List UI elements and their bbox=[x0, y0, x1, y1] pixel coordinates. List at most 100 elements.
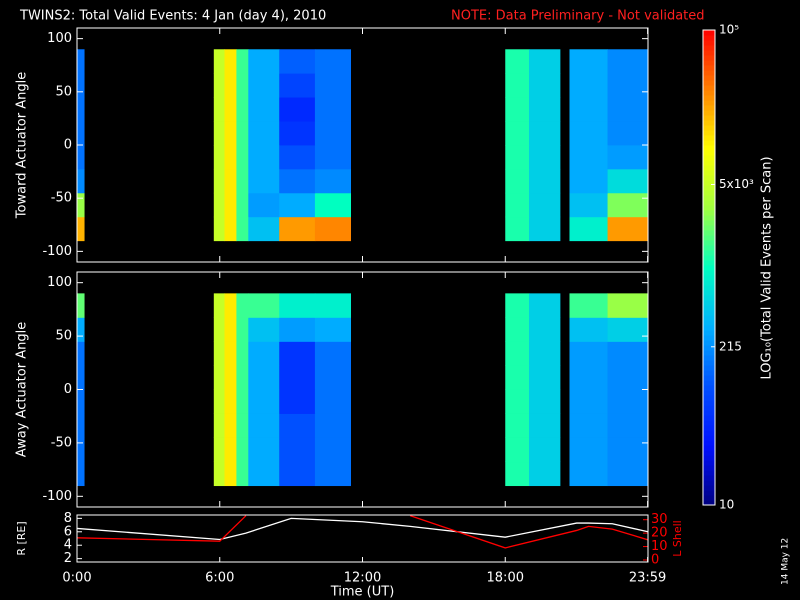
colorbar-step bbox=[703, 370, 715, 376]
colorbar-step bbox=[703, 60, 715, 66]
heatmap-cell bbox=[224, 437, 237, 463]
heatmap-cell bbox=[236, 145, 249, 170]
colorbar-step bbox=[703, 170, 715, 176]
plot-frame bbox=[76, 27, 649, 263]
heatmap-cell bbox=[77, 317, 85, 342]
y-tick-label: 8 bbox=[64, 511, 72, 526]
heatmap-cell bbox=[607, 216, 649, 242]
heatmap-cell bbox=[236, 73, 249, 98]
heatmap-cell bbox=[279, 49, 316, 74]
heatmap-cell bbox=[505, 168, 530, 194]
heatmap-cell bbox=[279, 216, 316, 242]
heatmap-cell bbox=[607, 437, 649, 463]
heatmap-cell bbox=[279, 413, 316, 438]
heatmap-cell bbox=[213, 293, 225, 318]
heatmap-cell bbox=[77, 293, 85, 318]
heatmap-cell bbox=[569, 168, 608, 194]
colorbar-step bbox=[703, 240, 715, 246]
heatmap-cell bbox=[569, 121, 608, 146]
colorbar-step bbox=[703, 335, 715, 341]
series-line bbox=[77, 515, 648, 549]
heatmap-cell bbox=[314, 461, 352, 487]
colorbar-step bbox=[703, 330, 715, 336]
colorbar-step bbox=[703, 70, 715, 76]
heatmap-cell bbox=[279, 365, 316, 390]
colorbar-step bbox=[703, 470, 715, 476]
heatmap-cell bbox=[505, 73, 530, 98]
colorbar-step bbox=[703, 130, 715, 136]
y-tick-label: 6 bbox=[64, 524, 72, 539]
heatmap-cell bbox=[248, 341, 280, 366]
heatmap-cell bbox=[529, 437, 561, 463]
heatmap-cell bbox=[77, 192, 85, 218]
heatmap-cell bbox=[213, 73, 225, 98]
heatmap-cell bbox=[236, 293, 249, 318]
colorbar-step bbox=[703, 85, 715, 91]
heatmap-cell bbox=[213, 341, 225, 366]
colorbar-step bbox=[703, 295, 715, 301]
heatmap-cell bbox=[607, 293, 649, 318]
heatmap-cell bbox=[224, 365, 237, 390]
heatmap-cell bbox=[505, 413, 530, 438]
heatmap-cell bbox=[529, 341, 561, 366]
colorbar-step bbox=[703, 410, 715, 416]
heatmap-cell bbox=[607, 168, 649, 194]
x-tick-label: 6:00 bbox=[205, 571, 234, 586]
heatmap-cell bbox=[279, 192, 316, 218]
heatmap-cell bbox=[77, 341, 85, 366]
heatmap-cell bbox=[213, 168, 225, 194]
y-tick-label: -50 bbox=[51, 435, 72, 450]
heatmap-cell bbox=[314, 216, 352, 242]
heatmap-cell bbox=[569, 413, 608, 438]
chart-note: NOTE: Data Preliminary - Not validated bbox=[451, 9, 705, 24]
y-tick-label: 50 bbox=[55, 84, 72, 99]
colorbar-step bbox=[703, 105, 715, 111]
heatmap-cell bbox=[314, 192, 352, 218]
colorbar-step bbox=[703, 400, 715, 406]
x-tick-label: 23:59 bbox=[629, 571, 666, 586]
heatmap-cell bbox=[213, 49, 225, 74]
heatmap-cell bbox=[529, 73, 561, 98]
heatmap-cell bbox=[236, 461, 249, 487]
footer: 14 May 12 bbox=[781, 538, 791, 585]
colorbar-step bbox=[703, 140, 715, 146]
chart-title: TWINS2: Total Valid Events: 4 Jan (day 4… bbox=[19, 9, 326, 24]
heatmap-cell bbox=[505, 365, 530, 390]
y-tick-label: -50 bbox=[51, 191, 72, 206]
heatmap-cell bbox=[248, 365, 280, 390]
colorbar-step bbox=[703, 50, 715, 56]
heatmap-cell bbox=[314, 121, 352, 146]
heatmap-cell bbox=[224, 97, 237, 122]
heatmap-cell bbox=[236, 365, 249, 390]
heatmap-cell bbox=[248, 192, 280, 218]
heatmap-cell bbox=[607, 192, 649, 218]
heatmap-cell bbox=[505, 461, 530, 487]
colorbar-step bbox=[703, 495, 715, 501]
heatmap-cell bbox=[236, 168, 249, 194]
heatmap-cell bbox=[279, 437, 316, 463]
colorbar-tick-label: 215 bbox=[719, 339, 742, 353]
colorbar-step bbox=[703, 125, 715, 131]
heatmap-cell bbox=[224, 413, 237, 438]
y-axis-label: Toward Actuator Angle bbox=[15, 72, 30, 219]
heatmap-cell bbox=[314, 73, 352, 98]
heatmap-cell bbox=[529, 97, 561, 122]
heatmap-cell bbox=[569, 145, 608, 170]
colorbar-step bbox=[703, 445, 715, 451]
heatmap-cell bbox=[607, 145, 649, 170]
colorbar-step bbox=[703, 325, 715, 331]
heatmap-cell bbox=[529, 317, 561, 342]
y2-tick-label: 10 bbox=[651, 539, 668, 554]
heatmap-cell bbox=[529, 121, 561, 146]
heatmap-cell bbox=[529, 216, 561, 242]
series-line bbox=[77, 517, 648, 541]
heatmap-cell bbox=[505, 216, 530, 242]
colorbar-step bbox=[703, 305, 715, 311]
colorbar-step bbox=[703, 215, 715, 221]
colorbar-tick-label: 5x10³ bbox=[719, 177, 754, 191]
heatmap-cell bbox=[569, 73, 608, 98]
heatmap-cell bbox=[77, 216, 85, 242]
heatmap-cell bbox=[224, 121, 237, 146]
colorbar-step bbox=[703, 485, 715, 491]
